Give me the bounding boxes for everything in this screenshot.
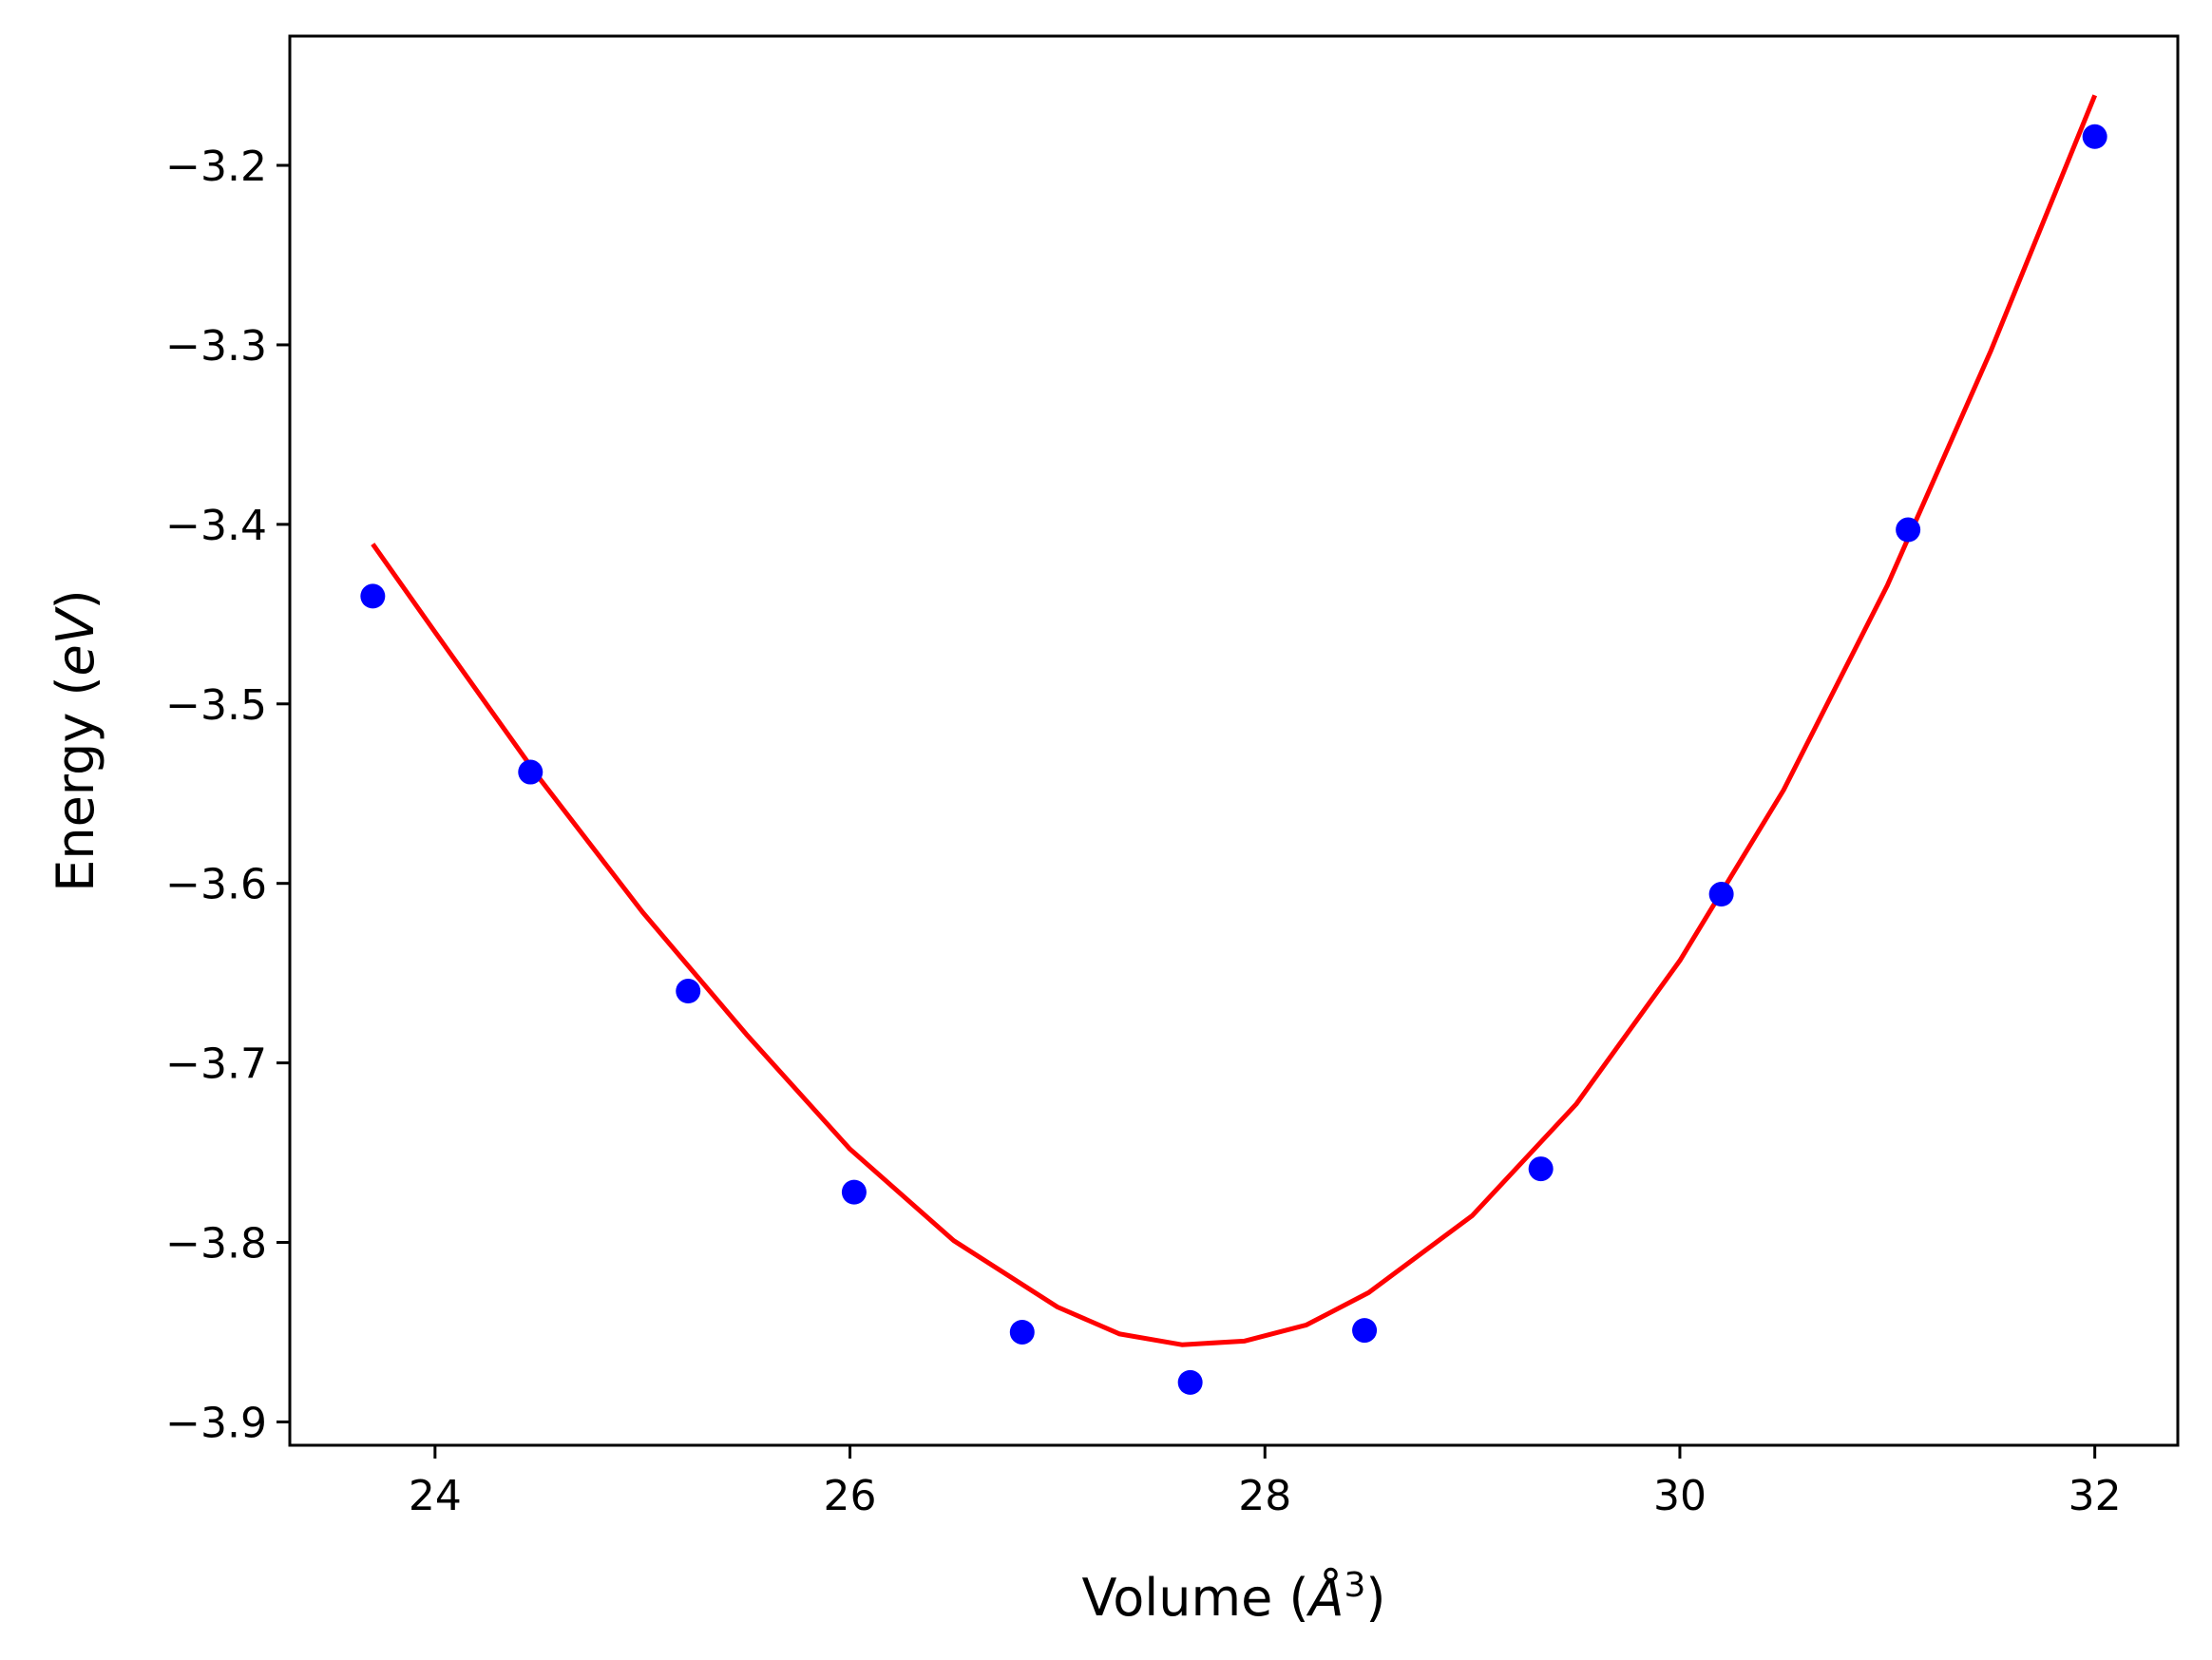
fit-curve-line: [371, 94, 2098, 1347]
x-tick-label: 28: [1238, 1472, 1291, 1520]
y-tick-label: −3.2: [165, 143, 267, 191]
data-point: [841, 1179, 867, 1205]
data-point: [1009, 1319, 1035, 1345]
y-tick-label: −3.4: [165, 502, 267, 550]
data-point: [1177, 1369, 1203, 1395]
data-point: [1528, 1156, 1554, 1182]
data-point: [1708, 882, 1734, 907]
y-tick-label: −3.6: [165, 861, 267, 909]
y-axis-ticks: −3.9 −3.8 −3.7 −3.6 −3.5 −3.4 −3.3 −3.2: [165, 143, 290, 1447]
y-tick-label: −3.3: [165, 322, 267, 371]
data-point: [518, 759, 543, 785]
x-tick-label: 32: [2069, 1472, 2122, 1520]
data-point: [2082, 124, 2107, 149]
y-tick-label: −3.9: [165, 1399, 267, 1447]
y-tick-label: −3.7: [165, 1040, 267, 1089]
data-point: [1896, 517, 1921, 543]
data-point: [676, 979, 701, 1004]
plot-area: [360, 94, 2107, 1395]
y-tick-label: −3.8: [165, 1220, 267, 1269]
axes-frame: [288, 34, 2180, 1447]
x-axis-label: Volume (Å3): [1081, 1566, 1385, 1628]
y-axis-label: Energy (eV): [46, 589, 105, 892]
x-tick-label: 24: [409, 1472, 462, 1520]
x-axis-ticks: 24 26 28 30 32: [409, 1445, 2122, 1520]
x-tick-label: 26: [824, 1472, 877, 1520]
data-point: [1352, 1318, 1378, 1344]
data-point: [360, 583, 386, 609]
y-tick-label: −3.5: [165, 681, 267, 730]
x-tick-label: 30: [1653, 1472, 1707, 1520]
